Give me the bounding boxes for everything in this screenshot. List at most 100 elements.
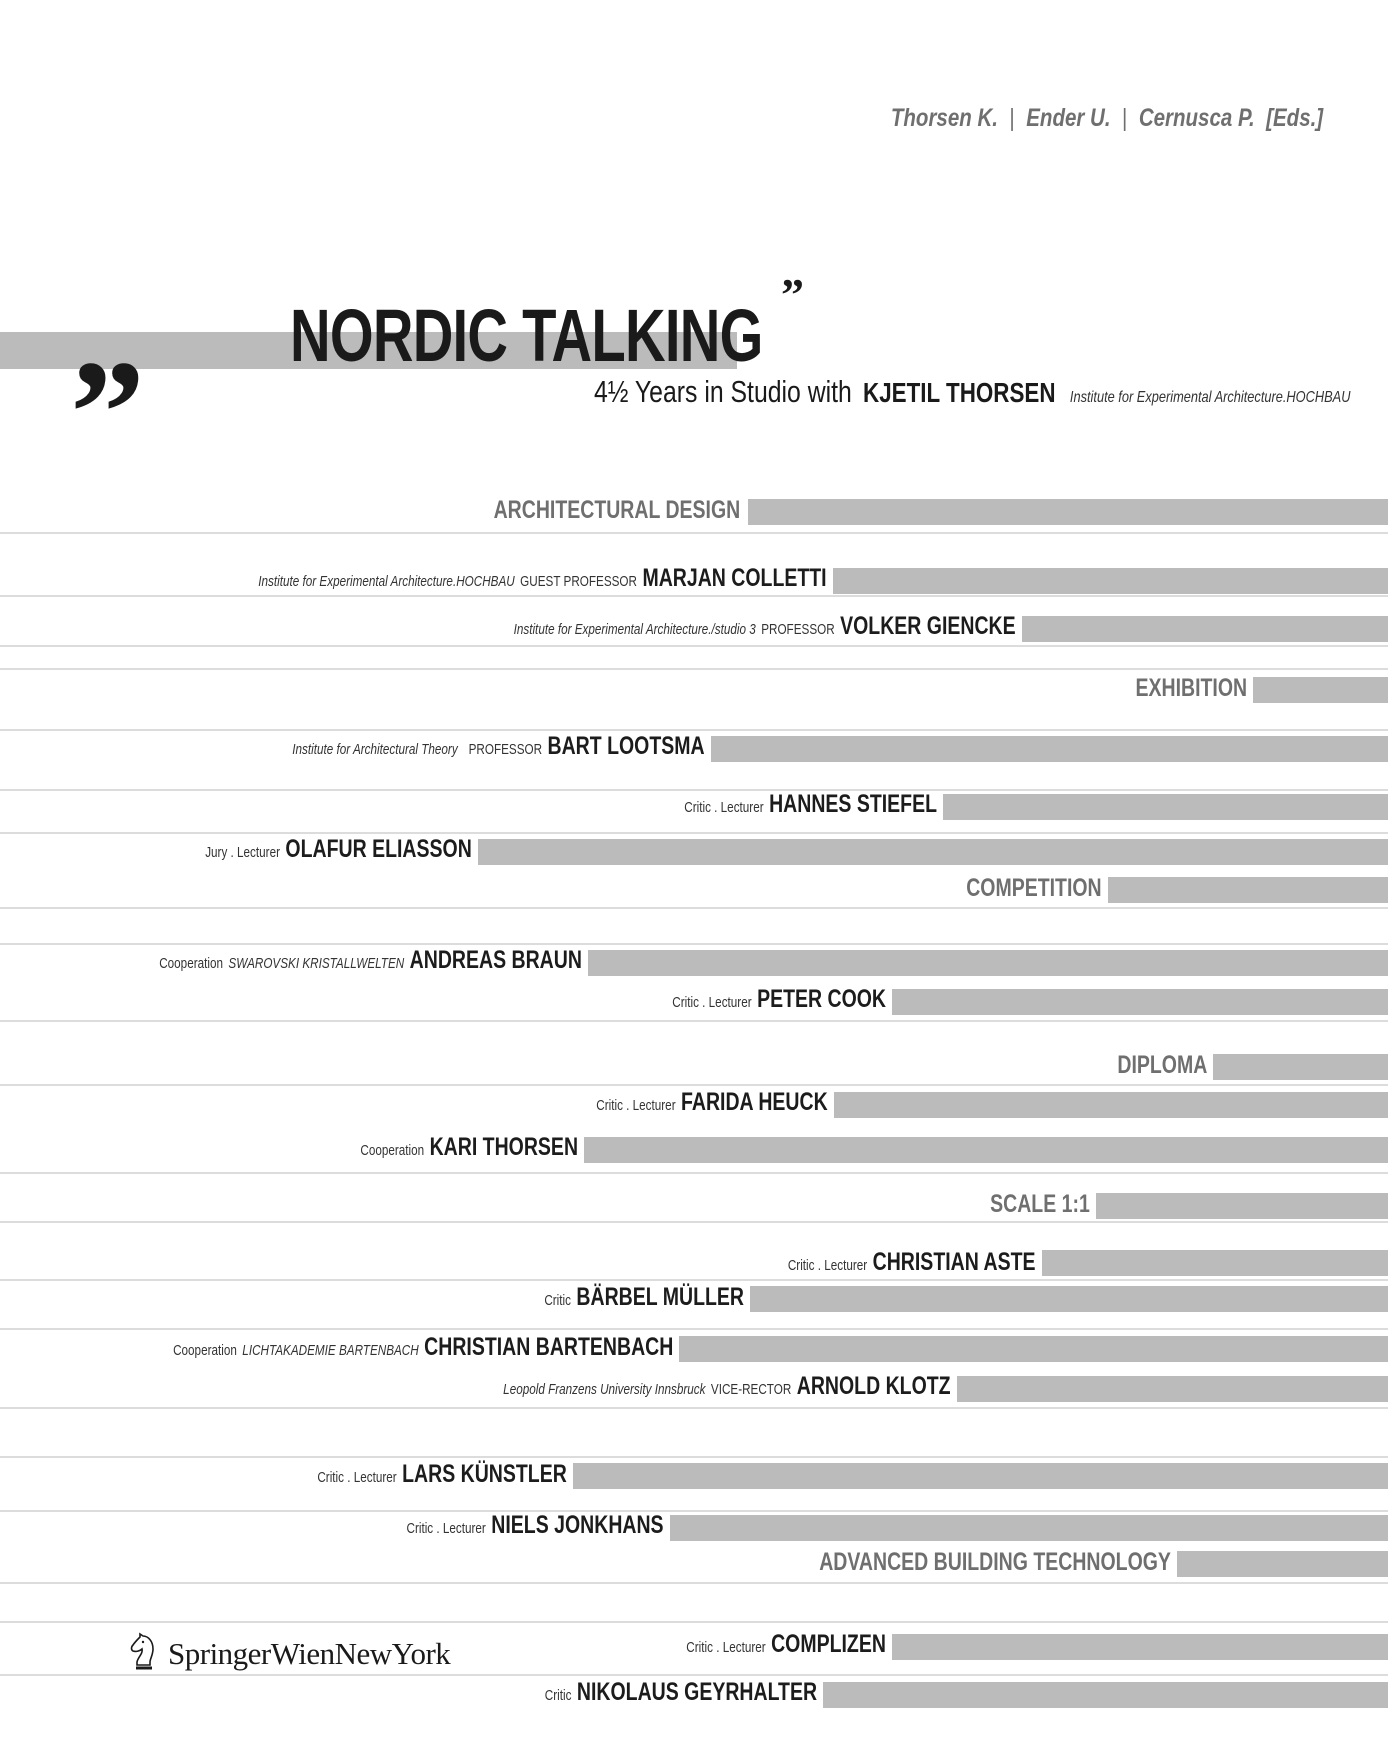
entry-name: CHRISTIAN BARTENBACH bbox=[423, 1333, 673, 1361]
entry-bar bbox=[892, 989, 1388, 1015]
entry-kari-thorsen: Cooperation KARI THORSEN bbox=[360, 1133, 578, 1162]
entry-role: Critic . Lecturer bbox=[684, 799, 764, 816]
entry-role: Critic . Lecturer bbox=[686, 1639, 766, 1656]
entry-affiliation: Institute for Experimental Architecture.… bbox=[513, 621, 757, 638]
entry-role: PROFESSOR bbox=[761, 621, 836, 638]
entry-role: GUEST PROFESSOR bbox=[520, 573, 638, 590]
entry-peter-cook: Critic . Lecturer PETER COOK bbox=[672, 985, 886, 1014]
entry-nikolaus-geyrhalter: Critic NIKOLAUS GEYRHALTER bbox=[545, 1678, 817, 1707]
divider bbox=[0, 729, 1388, 731]
entry-name: BÄRBEL MÜLLER bbox=[576, 1283, 744, 1311]
divider bbox=[0, 1407, 1388, 1409]
entry-role: VICE-RECTOR bbox=[711, 1381, 792, 1398]
category-bar bbox=[1108, 877, 1388, 903]
editor-name: Thorsen K. bbox=[890, 104, 998, 132]
category-bar bbox=[1213, 1054, 1388, 1080]
category-architectural-design: ARCHITECTURAL DESIGN bbox=[493, 496, 740, 524]
entry-olafur-eliasson: Jury . Lecturer OLAFUR ELIASSON bbox=[205, 835, 472, 864]
entry-bar bbox=[834, 1092, 1388, 1118]
entry-arnold-klotz: Leopold Franzens University Innsbruck VIC… bbox=[504, 1372, 951, 1401]
entry-bar bbox=[584, 1137, 1388, 1163]
entry-bar bbox=[478, 839, 1388, 865]
category-bar bbox=[1253, 677, 1388, 703]
divider bbox=[0, 1020, 1388, 1022]
entry-bar bbox=[670, 1515, 1388, 1541]
entry-role: Cooperation bbox=[159, 955, 224, 972]
divider bbox=[0, 1456, 1388, 1458]
divider bbox=[0, 645, 1388, 647]
entry-role: Critic bbox=[544, 1687, 572, 1704]
category-exhibition: EXHIBITION bbox=[1135, 674, 1247, 702]
editors-suffix: [Eds.] bbox=[1266, 104, 1323, 132]
entry-marjan-colletti: Institute for Experimental Architecture.… bbox=[259, 564, 827, 593]
subtitle-institute: Institute for Experimental Architecture.… bbox=[1069, 389, 1351, 406]
divider bbox=[0, 1674, 1388, 1676]
entry-volker-giencke: Institute for Experimental Architecture.… bbox=[514, 612, 1016, 641]
entry-bar bbox=[957, 1376, 1388, 1402]
divider bbox=[0, 789, 1388, 791]
entry-bart-lootsma: Institute for Architectural Theory PROFES… bbox=[293, 732, 705, 761]
entry-affiliation: Leopold Franzens University Innsbruck bbox=[503, 1381, 706, 1398]
divider bbox=[0, 1172, 1388, 1174]
entry-name: NIELS JONKHANS bbox=[491, 1511, 664, 1539]
entry-lars-kuenstler: Critic . Lecturer LARS KÜNSTLER bbox=[318, 1460, 567, 1489]
editor-name: Cernusca P. bbox=[1138, 104, 1255, 132]
entry-affiliation: SWAROVSKI KRISTALLWELTEN bbox=[228, 955, 405, 972]
title-bar bbox=[0, 332, 737, 369]
entry-name: CHRISTIAN ASTE bbox=[873, 1248, 1036, 1276]
entry-niels-jonkhans: Critic . Lecturer NIELS JONKHANS bbox=[407, 1511, 664, 1540]
entry-bar bbox=[823, 1682, 1388, 1708]
divider bbox=[0, 1621, 1388, 1623]
chess-knight-icon bbox=[130, 1632, 154, 1670]
entry-bar bbox=[1042, 1250, 1388, 1276]
entry-name: LARS KÜNSTLER bbox=[402, 1460, 567, 1488]
publisher-logo: SpringerWienNewYork bbox=[128, 1632, 451, 1672]
entry-name: ARNOLD KLOTZ bbox=[797, 1372, 951, 1400]
entry-name: MARJAN COLLETTI bbox=[642, 564, 827, 592]
entry-name: COMPLIZEN bbox=[771, 1630, 886, 1658]
divider bbox=[0, 943, 1388, 945]
entry-andreas-braun: Cooperation SWAROVSKI KRISTALLWELTEN ANDRE… bbox=[159, 946, 582, 975]
entry-complizen: Critic . Lecturer COMPLIZEN bbox=[686, 1630, 886, 1659]
entry-bar bbox=[892, 1634, 1388, 1660]
category-bar bbox=[748, 499, 1388, 525]
divider bbox=[0, 532, 1388, 534]
divider bbox=[0, 832, 1388, 834]
entry-role: Critic . Lecturer bbox=[317, 1469, 397, 1486]
entry-name: OLAFUR ELIASSON bbox=[285, 835, 472, 863]
category-bar bbox=[1096, 1193, 1388, 1219]
entry-role: Cooperation bbox=[360, 1142, 425, 1159]
entry-name: NIKOLAUS GEYRHALTER bbox=[576, 1678, 817, 1706]
entry-affiliation: Institute for Experimental Architecture.… bbox=[258, 573, 516, 590]
subtitle: 4½ Years in Studio with KJETIL THORSEN Ins… bbox=[594, 374, 1350, 410]
divider bbox=[0, 1328, 1388, 1330]
entry-baerbel-mueller: Critic BÄRBEL MÜLLER bbox=[544, 1283, 744, 1312]
divider bbox=[0, 595, 1388, 597]
entry-bar bbox=[943, 794, 1388, 820]
entry-affiliation: LICHTAKADEMIE BARTENBACH bbox=[241, 1342, 419, 1359]
category-competition: COMPETITION bbox=[966, 874, 1102, 902]
entry-role: Cooperation bbox=[172, 1342, 237, 1359]
opening-quote-mark: ” bbox=[70, 330, 145, 496]
entry-name: FARIDA HEUCK bbox=[681, 1088, 828, 1116]
entry-role: Jury . Lecturer bbox=[205, 844, 281, 861]
divider bbox=[0, 907, 1388, 909]
entry-role: Critic . Lecturer bbox=[406, 1520, 487, 1537]
entry-bar bbox=[573, 1463, 1388, 1489]
divider bbox=[0, 1279, 1388, 1281]
entry-name: KARI THORSEN bbox=[429, 1133, 578, 1161]
divider bbox=[0, 1582, 1388, 1584]
entry-bar bbox=[679, 1336, 1388, 1362]
divider bbox=[0, 1510, 1388, 1512]
editors-line: Thorsen K. | Ender U. | Cernusca P. [Eds.] bbox=[891, 104, 1323, 133]
category-bar bbox=[1177, 1551, 1388, 1577]
publisher-name: SpringerWienNewYork bbox=[168, 1636, 451, 1671]
entry-name: PETER COOK bbox=[757, 985, 886, 1013]
entry-christian-aste: Critic . Lecturer CHRISTIAN ASTE bbox=[788, 1248, 1036, 1277]
divider bbox=[0, 1084, 1388, 1086]
entry-bar bbox=[711, 736, 1388, 762]
category-scale: SCALE 1:1 bbox=[990, 1190, 1090, 1218]
entry-farida-heuck: Critic . Lecturer FARIDA HEUCK bbox=[597, 1088, 828, 1117]
entry-affiliation: Institute for Architectural Theory bbox=[292, 741, 459, 758]
book-title: NORDIC TALKING bbox=[290, 294, 763, 377]
